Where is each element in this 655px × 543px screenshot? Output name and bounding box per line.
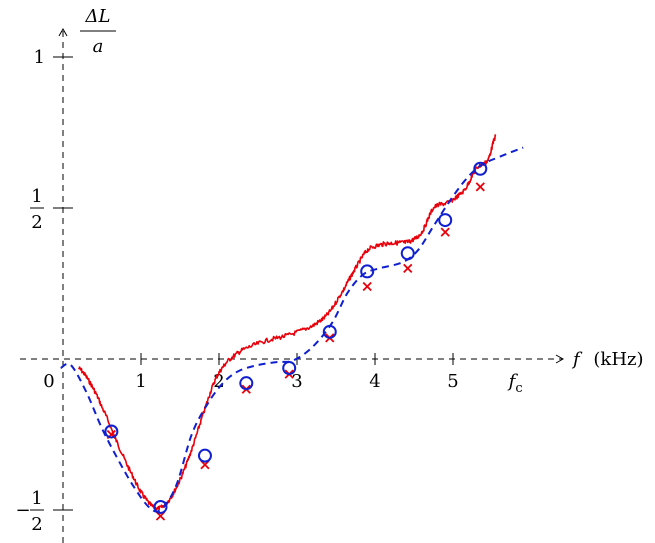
circle-marker [153,499,168,514]
x-tick-label-3: 3 [291,371,302,392]
cross-marker [403,263,413,274]
cross-marker [362,281,372,292]
series [60,134,524,513]
x-axis-variable: f [571,349,583,370]
cross-marker [475,182,485,192]
circle-marker [438,213,453,228]
circle-marker [322,324,337,339]
x-tick-label-1: 1 [135,371,146,392]
circle-marker [104,424,119,439]
x-tick-label-2: 2 [213,371,224,392]
cross-marker [440,227,450,237]
origin-label: 0 [43,371,54,392]
circle-marker [197,448,212,463]
x-axis-unit: (kHz) [593,349,643,370]
x-axis-arrow [555,354,565,364]
cross-marker-stroke-b [475,182,485,192]
circle-marker [282,361,297,376]
circle-marker [360,264,375,279]
cross-marker-stroke-b [440,227,450,237]
circle-marker [239,376,254,391]
cross-marker-stroke-b [362,281,372,292]
series-line-dashed [60,146,524,513]
cross-marker-stroke-b [403,263,413,274]
y-tick-sign-2: − [15,500,30,521]
y-tick-denominator-2: 2 [31,514,42,535]
series-line-solid [77,134,497,512]
y-tick-numerator-2: 1 [31,488,42,509]
y-axis-arrow [58,27,68,37]
fc-subscript: c [515,381,522,396]
markers [104,161,488,521]
circle-marker [400,246,415,261]
x-tick-label-fc: fc [507,371,523,396]
y-axis-title-numerator: ΔL [85,6,111,27]
y-tick-label-1: 1 [34,47,45,68]
y-axis-title-denominator: a [93,36,104,57]
y-tick-numerator-1: 1 [31,186,42,207]
circle-marker [473,161,488,176]
x-tick-label-5: 5 [447,371,458,392]
x-axis-title: f (kHz) [571,349,644,370]
x-tick-label-4: 4 [369,371,380,392]
y-tick-denominator-1: 2 [31,212,42,233]
y-axis-title: ΔL a [80,6,116,57]
